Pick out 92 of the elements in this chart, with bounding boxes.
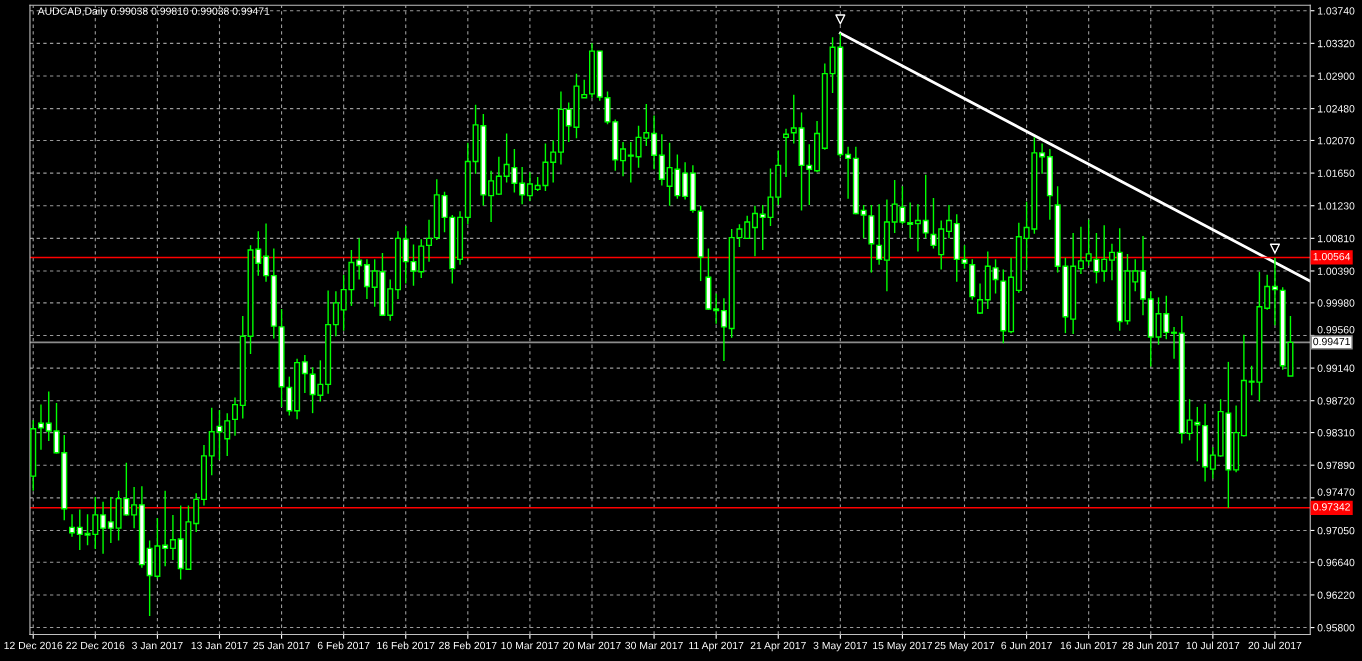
y-tick-label: 0.99560 bbox=[1317, 326, 1355, 334]
candlestick bbox=[363, 258, 370, 300]
x-tick-label: 20 Jul 2017 bbox=[1248, 641, 1302, 650]
x-tick-label: 12 Dec 2016 bbox=[4, 641, 63, 650]
x-tick-label: 20 Mar 2017 bbox=[563, 641, 621, 650]
x-tick-label: 10 Mar 2017 bbox=[501, 641, 559, 650]
candlestick bbox=[425, 219, 433, 263]
candlestick bbox=[945, 204, 953, 240]
x-tick-label: 21 Apr 2017 bbox=[750, 641, 806, 652]
candlestick bbox=[131, 486, 138, 529]
x-tick-label: 25 Jan 2017 bbox=[253, 641, 310, 650]
candlestick bbox=[488, 170, 495, 223]
x-tick-label: 13 Jan 2017 bbox=[191, 641, 248, 650]
candlestick bbox=[526, 171, 533, 202]
candlestick bbox=[627, 141, 634, 184]
candlestick bbox=[107, 496, 114, 544]
candlestick bbox=[356, 237, 363, 281]
y-tick-label: 1.03740 bbox=[1317, 7, 1355, 15]
x-tick-label: 16 Feb 2017 bbox=[377, 641, 435, 650]
y-tick-label: 0.95800 bbox=[1317, 624, 1355, 632]
candlestick bbox=[744, 215, 751, 240]
candlestick bbox=[1264, 274, 1271, 311]
candlestick bbox=[1039, 142, 1046, 175]
candlestick bbox=[1108, 243, 1115, 281]
y-tick-label: 0.97890 bbox=[1317, 461, 1355, 470]
y-tick-label: 0.97050 bbox=[1317, 526, 1355, 535]
candlestick bbox=[876, 203, 883, 266]
candlestick bbox=[1101, 224, 1108, 283]
candlestick bbox=[332, 290, 339, 337]
candlestick bbox=[713, 292, 720, 325]
x-tick-label: 30 Mar 2017 bbox=[625, 641, 683, 650]
y-tick-label: 1.02900 bbox=[1317, 72, 1355, 80]
y-tick-label: 0.98720 bbox=[1317, 397, 1355, 405]
x-tick-label: 11 Apr 2017 bbox=[689, 641, 744, 652]
y-tick-label: 0.97470 bbox=[1317, 488, 1355, 496]
y-tick-label: 1.03320 bbox=[1317, 39, 1355, 48]
candlestick bbox=[790, 93, 797, 145]
ref-line-label: 0.99471 bbox=[1313, 337, 1350, 346]
x-tick-label: 6 Feb 2017 bbox=[317, 641, 370, 650]
candlestick bbox=[907, 201, 914, 240]
x-tick-label: 3 Jan 2017 bbox=[132, 641, 183, 650]
y-tick-label: 1.02070 bbox=[1317, 136, 1355, 145]
y-tick-label: 0.96640 bbox=[1317, 558, 1355, 567]
candlestick bbox=[977, 282, 984, 315]
x-tick-label: 25 May 2017 bbox=[934, 641, 995, 652]
x-tick-label: 6 Jun 2017 bbox=[1001, 641, 1052, 650]
candlestick bbox=[1077, 226, 1084, 275]
x-tick-label: 22 Dec 2016 bbox=[66, 641, 125, 650]
candlestick bbox=[1209, 446, 1216, 480]
candlestick bbox=[37, 403, 45, 451]
candlestick bbox=[992, 258, 999, 295]
candlestick bbox=[100, 501, 107, 555]
y-tick-label: 0.99980 bbox=[1317, 299, 1355, 307]
candlestick bbox=[845, 145, 852, 200]
candlestick bbox=[930, 197, 937, 250]
y-tick-label: 0.98310 bbox=[1317, 429, 1355, 437]
candlestick bbox=[76, 508, 83, 551]
ref-line-label: 1.00564 bbox=[1313, 252, 1351, 261]
candlestick bbox=[263, 222, 270, 283]
candlestick bbox=[1171, 326, 1178, 360]
candlestick bbox=[495, 156, 502, 196]
y-tick-label: 1.02480 bbox=[1317, 105, 1355, 113]
x-tick-label: 16 Jun 2017 bbox=[1060, 641, 1117, 650]
candlestick bbox=[914, 203, 921, 253]
x-tick-label: 28 Feb 2017 bbox=[439, 641, 497, 650]
candlestick bbox=[169, 514, 176, 561]
y-tick-label: 1.00390 bbox=[1317, 267, 1355, 275]
candlestick bbox=[301, 354, 308, 394]
candlestick bbox=[720, 297, 727, 362]
y-tick-label: 1.01230 bbox=[1317, 202, 1355, 210]
y-tick-label: 1.00810 bbox=[1317, 234, 1355, 243]
candlestick bbox=[651, 114, 658, 170]
x-tick-label: 28 Jun 2017 bbox=[1122, 641, 1179, 650]
ref-line-label: 0.97342 bbox=[1313, 503, 1350, 511]
y-tick-label: 1.01650 bbox=[1317, 169, 1355, 177]
candlestick bbox=[231, 396, 239, 437]
candlestick bbox=[550, 139, 557, 184]
candlestick bbox=[751, 205, 758, 257]
x-tick-label: 3 May 2017 bbox=[813, 641, 868, 652]
x-tick-label: 10 Jul 2017 bbox=[1186, 641, 1240, 650]
candlestick bbox=[922, 173, 929, 240]
candlestick bbox=[620, 141, 627, 177]
x-tick-label: 15 May 2017 bbox=[873, 641, 933, 652]
candlestick bbox=[682, 161, 689, 201]
candlestick bbox=[519, 166, 526, 205]
candlestick bbox=[162, 490, 169, 567]
candlestick bbox=[286, 375, 293, 417]
y-tick-label: 0.99140 bbox=[1317, 364, 1355, 372]
candlestick bbox=[782, 128, 790, 178]
y-tick-label: 0.96220 bbox=[1317, 591, 1355, 599]
chart-title: AUDCAD,Daily 0.99038 0.99810 0.99038 0.99471 bbox=[37, 7, 270, 17]
candlestick bbox=[69, 513, 76, 538]
